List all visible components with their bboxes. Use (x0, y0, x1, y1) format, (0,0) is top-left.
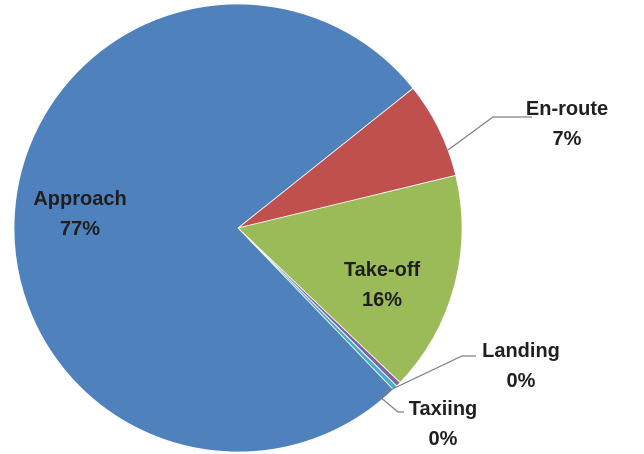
pie-slices (13, 3, 463, 453)
leader-line-taxiing (379, 396, 404, 413)
slice-name-label-landing: Landing (482, 340, 560, 362)
slice-name-label-take-off: Take-off (344, 259, 421, 281)
slice-percent-label-take-off: 16% (362, 289, 402, 311)
slice-percent-label-approach: 77% (60, 218, 100, 240)
pie-slice-take-off (237, 174, 463, 384)
slice-name-label-approach: Approach (33, 188, 126, 210)
slice-name-label-taxiing: Taxiing (409, 398, 478, 420)
slice-percent-label-en-route: 7% (553, 128, 582, 150)
slice-percent-label-taxiing: 0% (429, 428, 458, 450)
leader-line-landing (383, 355, 476, 394)
slice-name-label-en-route: En-route (526, 98, 608, 120)
slice-percent-label-landing: 0% (507, 370, 536, 392)
pie-slice-approach (13, 3, 414, 453)
data-labels: Approach 77% En-route 7% Take-off 16% Landing 0… (33, 98, 608, 450)
leader-lines (379, 116, 532, 413)
leader-line-en-route (447, 116, 532, 151)
